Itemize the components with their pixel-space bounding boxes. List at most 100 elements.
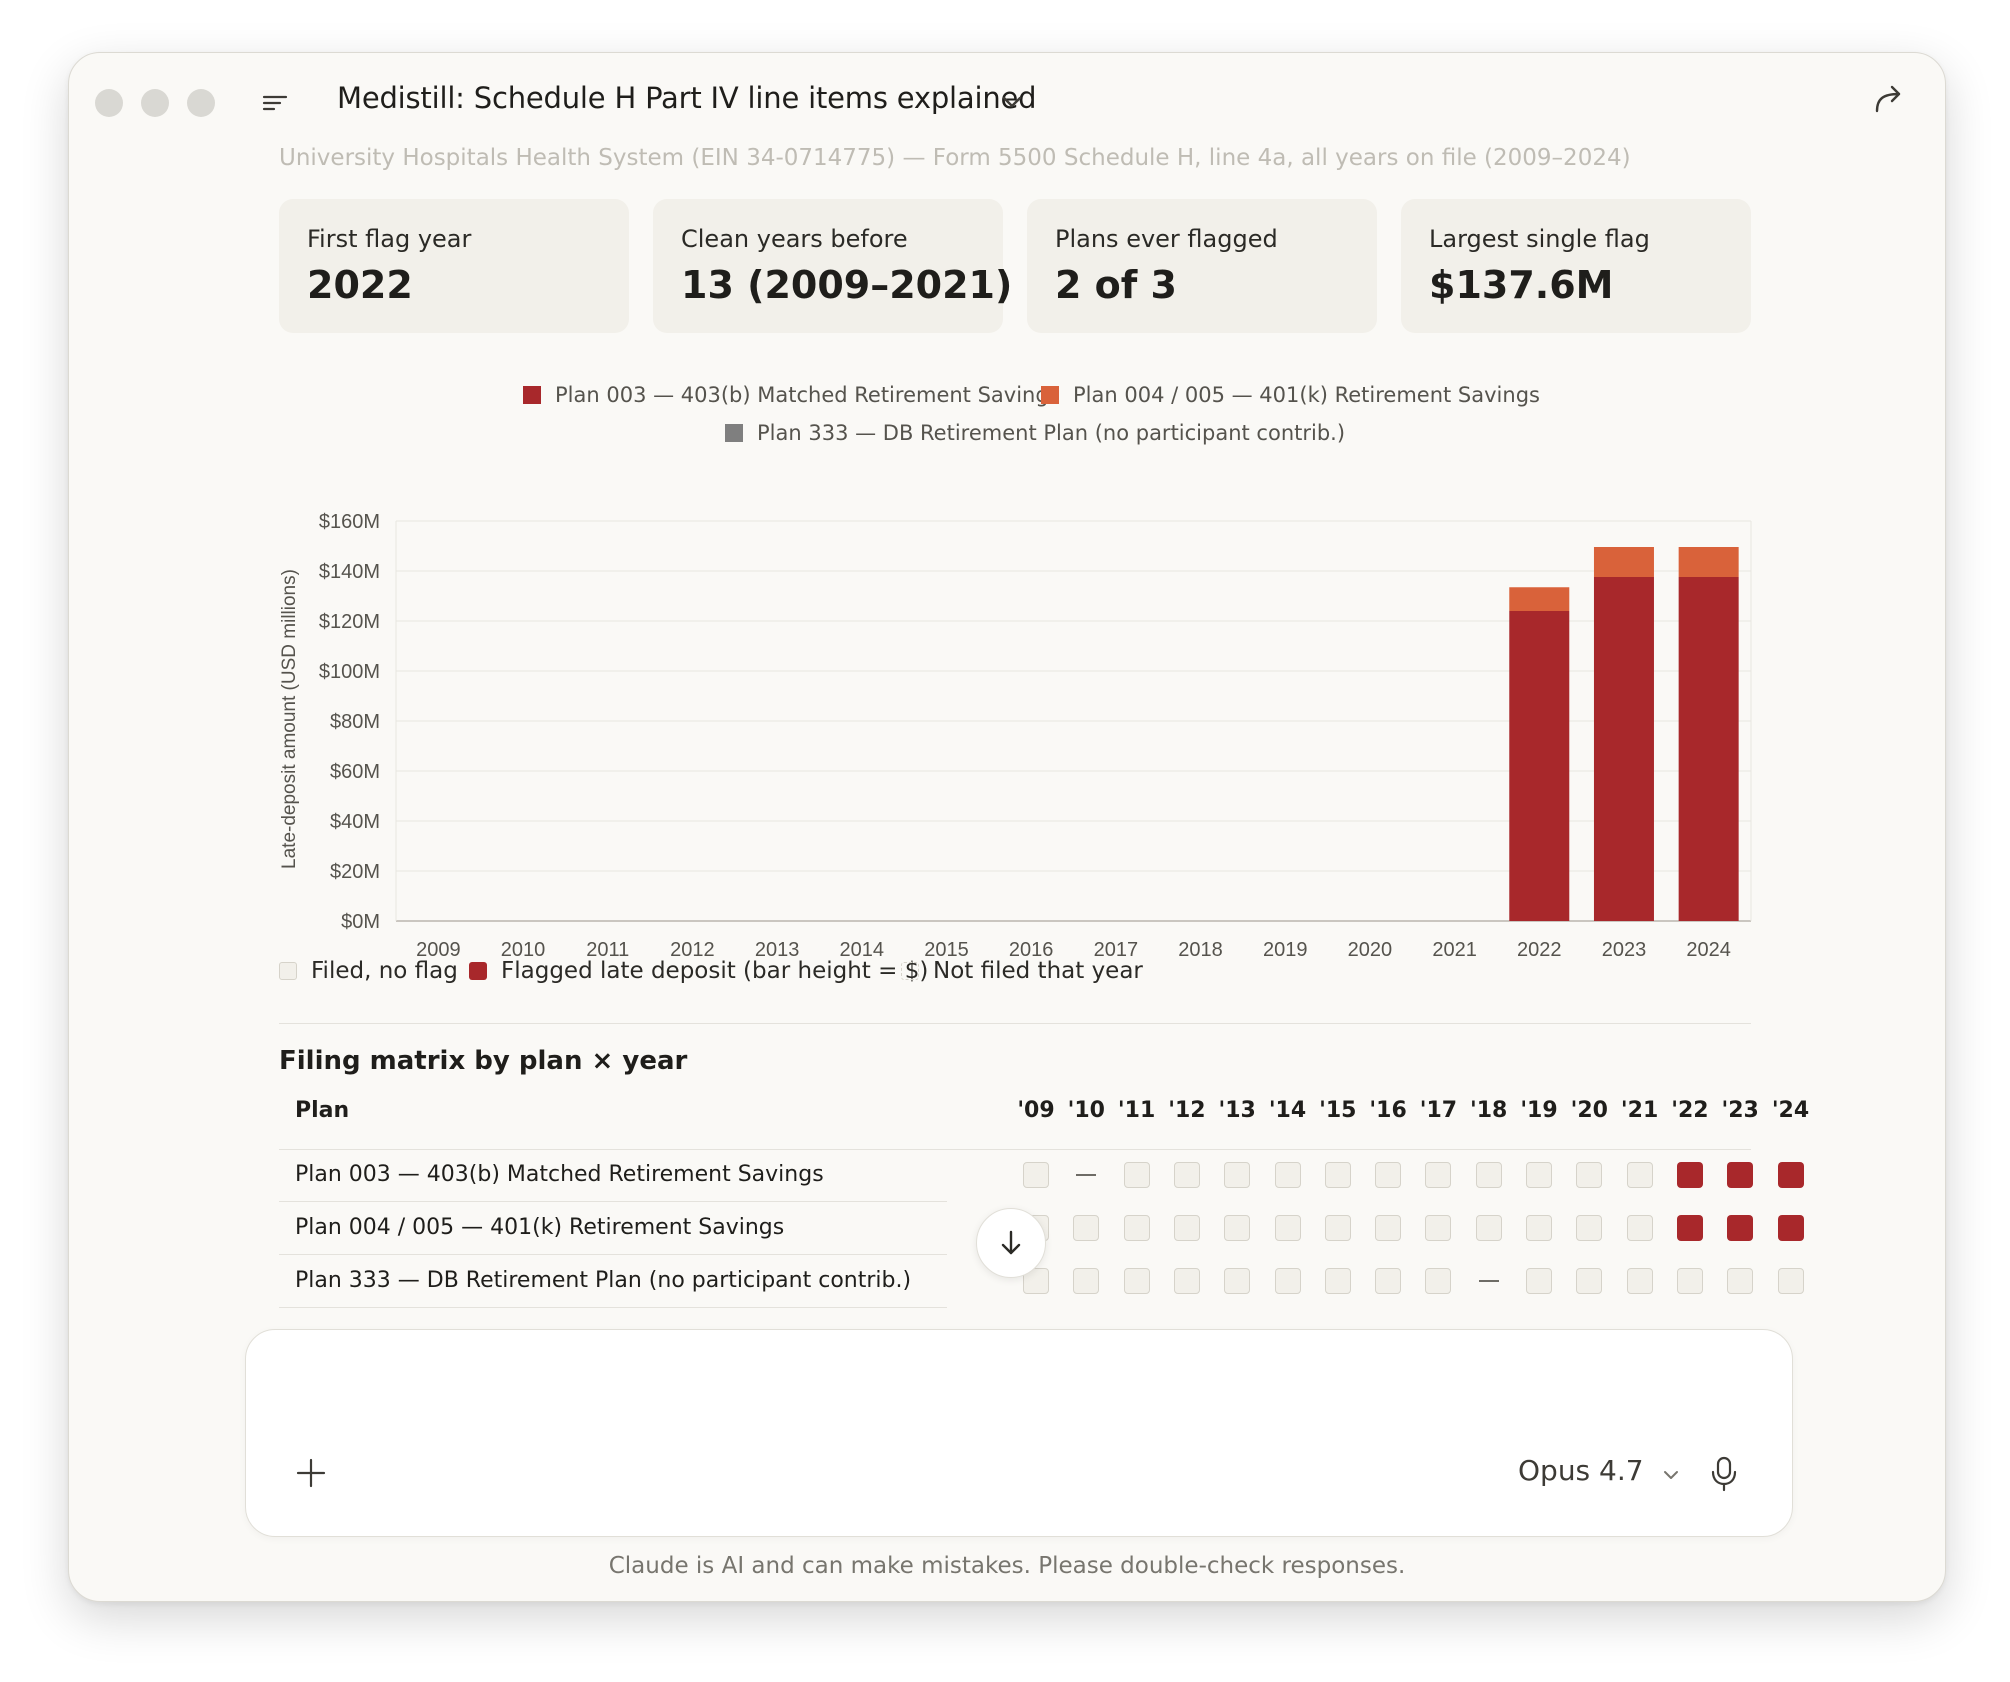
y-tick-label: $120M xyxy=(319,611,380,633)
legend-swatch xyxy=(523,386,541,404)
x-tick-label: 2023 xyxy=(1602,939,1647,961)
bar-segment-2024 xyxy=(1678,547,1739,577)
clean-cell xyxy=(1224,1162,1251,1188)
clean-cell xyxy=(1224,1268,1251,1294)
chevron-down-icon[interactable] xyxy=(999,89,1025,115)
clean-cell xyxy=(1375,1268,1402,1294)
plan-name: Plan 004 / 005 — 401(k) Retirement Savin… xyxy=(295,1215,785,1240)
legend-swatch xyxy=(469,962,487,980)
x-tick-label: 2012 xyxy=(670,939,715,961)
stat-label: Plans ever flagged xyxy=(1055,225,1278,253)
year-column-header: '13 xyxy=(1218,1098,1256,1123)
x-tick-label: 2019 xyxy=(1263,939,1308,961)
clean-cell xyxy=(1375,1215,1402,1241)
clean-cell xyxy=(1173,1268,1200,1294)
microphone-icon[interactable] xyxy=(1708,1456,1740,1492)
clean-cell xyxy=(1777,1268,1804,1294)
late-deposit-bar-chart: $0M$20M$40M$60M$80M$100M$120M$140M$160M … xyxy=(279,511,1752,961)
plus-icon[interactable] xyxy=(296,1458,326,1488)
legend-swatch xyxy=(1041,386,1059,404)
stat-label: Clean years before xyxy=(681,225,908,253)
stat-card-plans-flagged: Plans ever flagged 2 of 3 xyxy=(1027,199,1377,333)
clean-cell xyxy=(1475,1215,1502,1241)
legend-label: Flagged late deposit (bar height = $) xyxy=(501,958,929,984)
clean-cell xyxy=(1425,1215,1452,1241)
clean-cell xyxy=(1676,1268,1703,1294)
plan-name: Plan 003 — 403(b) Matched Retirement Sav… xyxy=(295,1162,824,1187)
share-icon[interactable] xyxy=(1871,81,1907,117)
bar-segment-2022 xyxy=(1509,611,1570,921)
x-tick-label: 2024 xyxy=(1686,939,1731,961)
clean-cell xyxy=(1425,1268,1452,1294)
matrix-row: Plan 333 — DB Retirement Plan (no partic… xyxy=(279,1256,1804,1308)
clean-cell xyxy=(1526,1162,1552,1188)
matrix-header-row: Plan '09 '10 '11 '12 '13 '14 '15 '16 '17 '18 '19 '2… xyxy=(279,1098,1809,1132)
clean-cell xyxy=(1475,1162,1502,1188)
stat-card-first-flag: First flag year 2022 xyxy=(279,199,629,333)
year-column-header: '18 xyxy=(1470,1098,1508,1123)
sidebar-menu-icon[interactable] xyxy=(261,89,289,117)
x-tick-label: 2010 xyxy=(501,939,546,961)
clean-cell xyxy=(1123,1215,1150,1241)
app-window: Medistill: Schedule H Part IV line items… xyxy=(68,52,1946,1602)
zoom-window-button[interactable] xyxy=(187,89,215,117)
not-filed-cell xyxy=(1476,1268,1502,1294)
flagged-cell xyxy=(1727,1162,1754,1188)
disclaimer-text: Claude is AI and can make mistakes. Plea… xyxy=(608,1553,1406,1579)
conversation-title[interactable]: Medistill: Schedule H Part IV line items… xyxy=(337,81,1037,115)
clean-cell xyxy=(1626,1215,1653,1241)
stat-card-clean-years: Clean years before 13 (2009–2021) xyxy=(653,199,1012,333)
x-tick-label: 2017 xyxy=(1094,939,1139,961)
year-column-header: '16 xyxy=(1369,1098,1407,1123)
model-selector[interactable]: Opus 4.7 xyxy=(1518,1454,1644,1487)
y-tick-label: $80M xyxy=(330,711,380,733)
matrix-title: Filing matrix by plan × year xyxy=(279,1046,688,1076)
flagged-cell xyxy=(1777,1215,1804,1241)
legend-label: Filed, no flag xyxy=(311,958,458,984)
clean-cell xyxy=(1727,1268,1754,1294)
y-tick-label: $100M xyxy=(319,661,380,683)
message-composer[interactable]: Opus 4.7 xyxy=(245,1329,1793,1537)
minimize-window-button[interactable] xyxy=(141,89,169,117)
stat-card-largest-flag: Largest single flag $137.6M xyxy=(1401,199,1751,333)
matrix-row: Plan 003 — 403(b) Matched Retirement Sav… xyxy=(279,1150,1804,1202)
x-tick-label: 2013 xyxy=(755,939,800,961)
divider xyxy=(279,1023,1751,1024)
clean-cell xyxy=(1626,1268,1653,1294)
year-column-header: '09 xyxy=(1017,1098,1055,1123)
legend-item-plan-003: Plan 003 — 403(b) Matched Retirement Sav… xyxy=(523,383,1060,407)
close-window-button[interactable] xyxy=(95,89,123,117)
legend-not-filed: Not filed that year xyxy=(901,958,1143,984)
matrix-row: Plan 004 / 005 — 401(k) Retirement Savin… xyxy=(279,1203,1804,1255)
bar-segment-2023 xyxy=(1593,547,1654,577)
legend-label: Not filed that year xyxy=(933,958,1143,984)
clean-cell xyxy=(1526,1268,1552,1294)
year-column-header: '20 xyxy=(1570,1098,1608,1123)
flagged-cell xyxy=(1727,1215,1754,1241)
clean-cell xyxy=(1224,1215,1251,1241)
legend-label: Plan 003 — 403(b) Matched Retirement Sav… xyxy=(555,383,1060,407)
clean-cell xyxy=(1123,1268,1150,1294)
clean-cell xyxy=(1576,1162,1603,1188)
x-tick-label: 2020 xyxy=(1348,939,1393,961)
legend-swatch xyxy=(901,962,919,980)
y-tick-label: $140M xyxy=(319,561,380,583)
legend-item-plan-333: Plan 333 — DB Retirement Plan (no partic… xyxy=(725,421,1345,445)
x-tick-label: 2022 xyxy=(1517,939,1562,961)
x-tick-label: 2018 xyxy=(1178,939,1223,961)
chevron-down-icon[interactable] xyxy=(1662,1466,1680,1484)
legend-item-plan-004: Plan 004 / 005 — 401(k) Retirement Savin… xyxy=(1041,383,1540,407)
year-column-header: '11 xyxy=(1117,1098,1156,1123)
year-column-header: '19 xyxy=(1520,1098,1558,1123)
clean-cell xyxy=(1425,1162,1452,1188)
scroll-to-bottom-button[interactable] xyxy=(976,1208,1046,1278)
clean-cell xyxy=(1023,1162,1049,1188)
flagged-cell xyxy=(1676,1162,1703,1188)
flagged-cell xyxy=(1676,1215,1703,1241)
year-column-header: '23 xyxy=(1721,1098,1759,1123)
stat-value: 13 (2009–2021) xyxy=(681,263,1013,307)
x-tick-label: 2016 xyxy=(1009,939,1054,961)
artifact-subtitle: University Hospitals Health System (EIN … xyxy=(279,145,1631,171)
legend-swatch xyxy=(279,962,297,980)
clean-cell xyxy=(1375,1162,1402,1188)
